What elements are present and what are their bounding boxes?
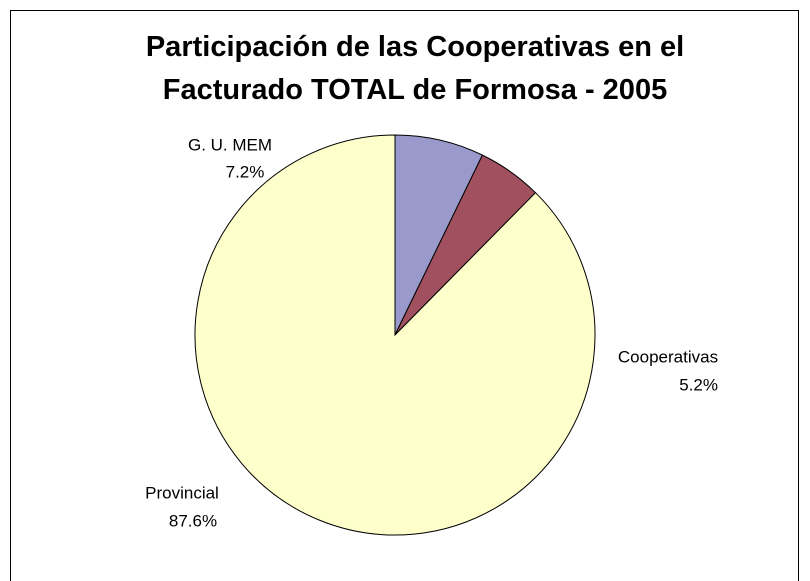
slice-label: G. U. MEM [188, 135, 272, 154]
slice-value-label: 87.6% [169, 511, 217, 530]
chart-title: Participación de las Cooperativas en el … [145, 31, 685, 106]
slice-value-label: 5.2% [679, 375, 718, 394]
pie-slice [194, 134, 596, 536]
slice-label: Provincial [145, 483, 219, 502]
slice-label: Cooperativas [618, 347, 718, 366]
slice-value-label: 7.2% [226, 162, 265, 181]
